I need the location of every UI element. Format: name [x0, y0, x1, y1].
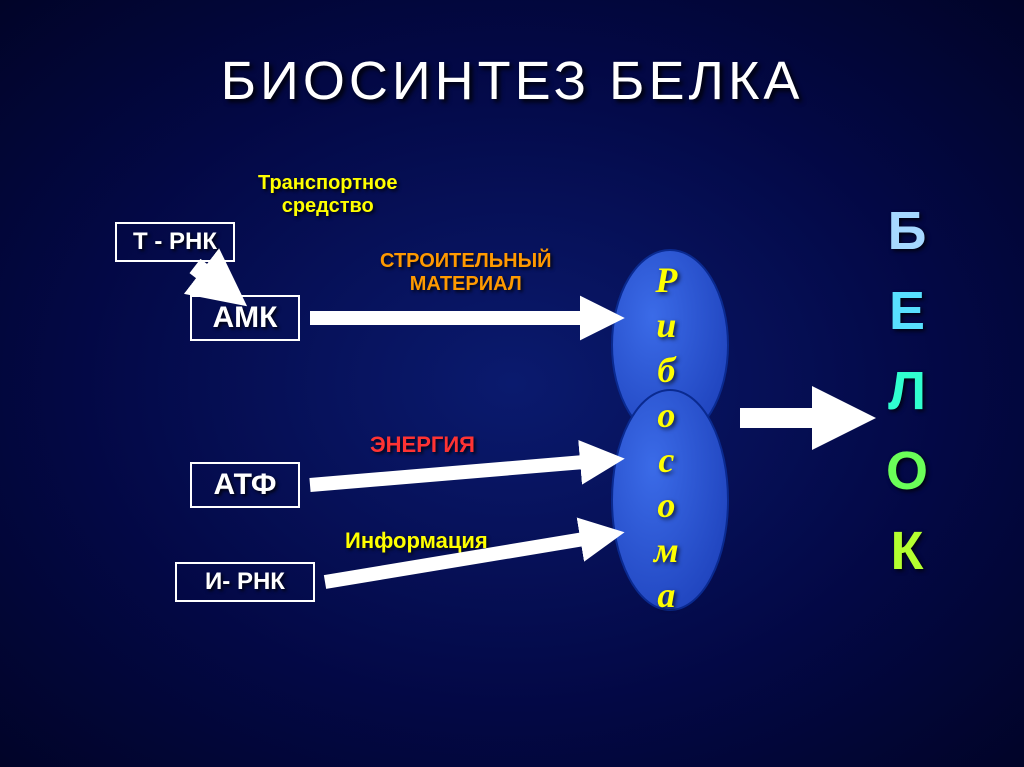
arrow-atf-to-rib	[310, 460, 608, 485]
arrow-trna-to-amk	[195, 266, 230, 293]
arrow-irna-to-rib	[325, 535, 608, 582]
arrows-layer	[0, 0, 1024, 767]
